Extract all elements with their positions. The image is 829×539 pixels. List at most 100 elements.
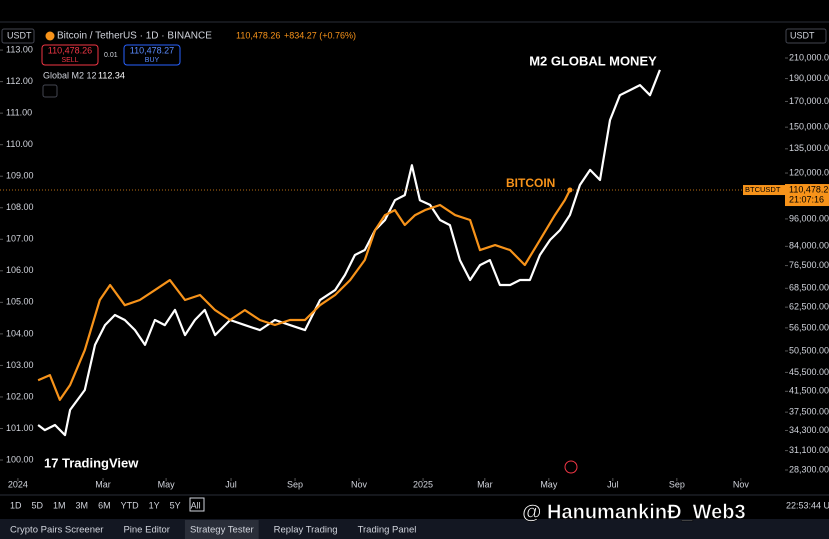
- y2-tick-label: 34,300.00: [789, 425, 829, 435]
- quote-label[interactable]: USDT: [790, 30, 815, 40]
- x-tick-label: May: [158, 479, 176, 489]
- y-tick-label: 113.00: [6, 44, 33, 54]
- y2-tick-label: 170,000.00: [789, 96, 829, 106]
- y2-tick-label: 84,000.00: [789, 241, 829, 251]
- y-tick-label: 102.00: [6, 391, 34, 401]
- watermark: @ HanumankinĐ_Web3: [522, 501, 746, 523]
- y-tick-label: 108.00: [6, 202, 34, 212]
- right-axis: [785, 28, 829, 478]
- y-tick-label: 103.00: [6, 360, 34, 370]
- y2-tick-label: 96,000.00: [789, 213, 829, 223]
- buy-label[interactable]: BUY: [145, 57, 160, 64]
- last-price: 110,478.26: [236, 30, 280, 40]
- annotation: M2 GLOBAL MONEY: [529, 53, 657, 68]
- x-tick-label: Jul: [607, 479, 619, 489]
- indicator-name: Global M2 12: [43, 70, 97, 80]
- last-point: [567, 187, 573, 193]
- quote-box[interactable]: [1, 28, 35, 44]
- top-bar: [0, 0, 829, 22]
- x-tick-label: May: [540, 479, 558, 489]
- countdown: 21:07:16: [789, 194, 824, 204]
- y-tick-label: 109.00: [6, 171, 34, 181]
- x-tick-label: Nov: [733, 479, 750, 489]
- price-change: +834.27 (+0.76%): [284, 30, 356, 40]
- range-button[interactable]: 6M: [98, 500, 111, 510]
- tab[interactable]: Strategy Tester: [190, 525, 254, 536]
- tabs: Crypto Pairs Screener Pine Editor Strategy…: [10, 520, 416, 539]
- range-button[interactable]: 1Y: [149, 500, 160, 510]
- x-tick-label: Jul: [225, 479, 237, 489]
- tab-active: [184, 520, 259, 539]
- y2-tick-label: 120,000.00: [789, 167, 829, 177]
- range-button[interactable]: 5Y: [170, 500, 181, 510]
- y2-tick-label: 150,000.00: [789, 122, 829, 132]
- range-button[interactable]: 5D: [32, 500, 44, 510]
- buy-price[interactable]: 110,478.27: [130, 45, 174, 55]
- y2-tick-label: 37,500.00: [789, 407, 829, 417]
- symbol-tag: [743, 185, 785, 196]
- y2-tick-label: 50,500.00: [789, 345, 829, 355]
- annotation: BITCOIN: [506, 176, 555, 190]
- y-tick-label: 101.00: [6, 423, 34, 433]
- sell-price[interactable]: 110,478.26: [48, 45, 92, 55]
- tab[interactable]: Pine Editor: [123, 525, 169, 536]
- indicator-value: 112.34: [98, 70, 125, 80]
- tab[interactable]: Crypto Pairs Screener: [10, 525, 103, 536]
- series-line: [37, 189, 571, 401]
- buy-button[interactable]: [123, 44, 181, 66]
- y-tick-label: 111.00: [6, 108, 32, 118]
- symbol-tag-label: BTCUSDT: [745, 185, 781, 194]
- quote-label[interactable]: USDT: [7, 30, 32, 40]
- x-tick-label: Nov: [351, 479, 368, 489]
- y2-tick-label: 76,500.00: [789, 260, 829, 270]
- price-tag: [785, 184, 829, 207]
- x-tick-label: 2025: [413, 479, 433, 489]
- date-picker[interactable]: [189, 497, 205, 512]
- y2-tick-label: 190,000.00: [789, 73, 829, 83]
- range-button[interactable]: YTD: [121, 500, 140, 510]
- symbol-title: Bitcoin / TetherUS · 1D · BINANCE: [57, 31, 212, 42]
- y2-tick-label: 41,500.00: [789, 386, 829, 396]
- y-tick-label: 100.00: [6, 454, 34, 464]
- y2-tick-label: 45,500.00: [789, 367, 829, 377]
- y-tick-label: 110.00: [6, 139, 33, 149]
- y2-tick-label: 28,300.00: [789, 464, 829, 474]
- y2-tick-label: 210,000.00: [789, 52, 829, 62]
- range-button[interactable]: All: [191, 500, 201, 510]
- y-tick-label: 105.00: [6, 297, 34, 307]
- tab[interactable]: Replay Trading: [274, 525, 338, 536]
- spread: 0.01: [104, 52, 118, 59]
- price-tag-label: 110,478.26: [789, 184, 829, 194]
- y-tick-label: 107.00: [6, 234, 34, 244]
- clock: 22:53:44 UTC: [786, 500, 829, 510]
- y-tick-label: 104.00: [6, 328, 34, 338]
- y-tick-label: 106.00: [6, 265, 34, 275]
- collapse-button[interactable]: [42, 84, 58, 98]
- logo-mark: 17: [44, 455, 58, 470]
- range-button[interactable]: 1M: [53, 500, 66, 510]
- logo: TradingView: [62, 455, 139, 470]
- quote-box[interactable]: [785, 28, 827, 44]
- x-tick-label: Sep: [669, 479, 685, 489]
- x-tick-label: Mar: [477, 479, 493, 489]
- y2-tick-label: 62,500.00: [789, 302, 829, 312]
- tab[interactable]: Trading Panel: [358, 525, 417, 536]
- x-tick-label: Sep: [287, 479, 303, 489]
- x-tick-label: Mar: [95, 479, 111, 489]
- btc-icon: [45, 31, 55, 41]
- range-button[interactable]: 3M: [76, 500, 89, 510]
- y2-tick-label: 31,100.00: [789, 445, 829, 455]
- event-icon[interactable]: [564, 460, 578, 474]
- y2-tick-label: 135,000.00: [789, 143, 829, 153]
- plot: 100.00 101.00 102.00 103.00 104.00 105.00 106.…: [0, 28, 829, 489]
- range-bar: 1D 5D 1M 3M 6M YTD 1Y 5Y All: [10, 500, 201, 510]
- sell-button[interactable]: [41, 44, 99, 66]
- x-tick-label: 2024: [8, 479, 28, 489]
- sell-label[interactable]: SELL: [61, 57, 78, 64]
- y2-tick-label: 56,500.00: [789, 322, 829, 332]
- y2-tick-label: 68,500.00: [789, 283, 829, 293]
- range-button[interactable]: 1D: [10, 500, 22, 510]
